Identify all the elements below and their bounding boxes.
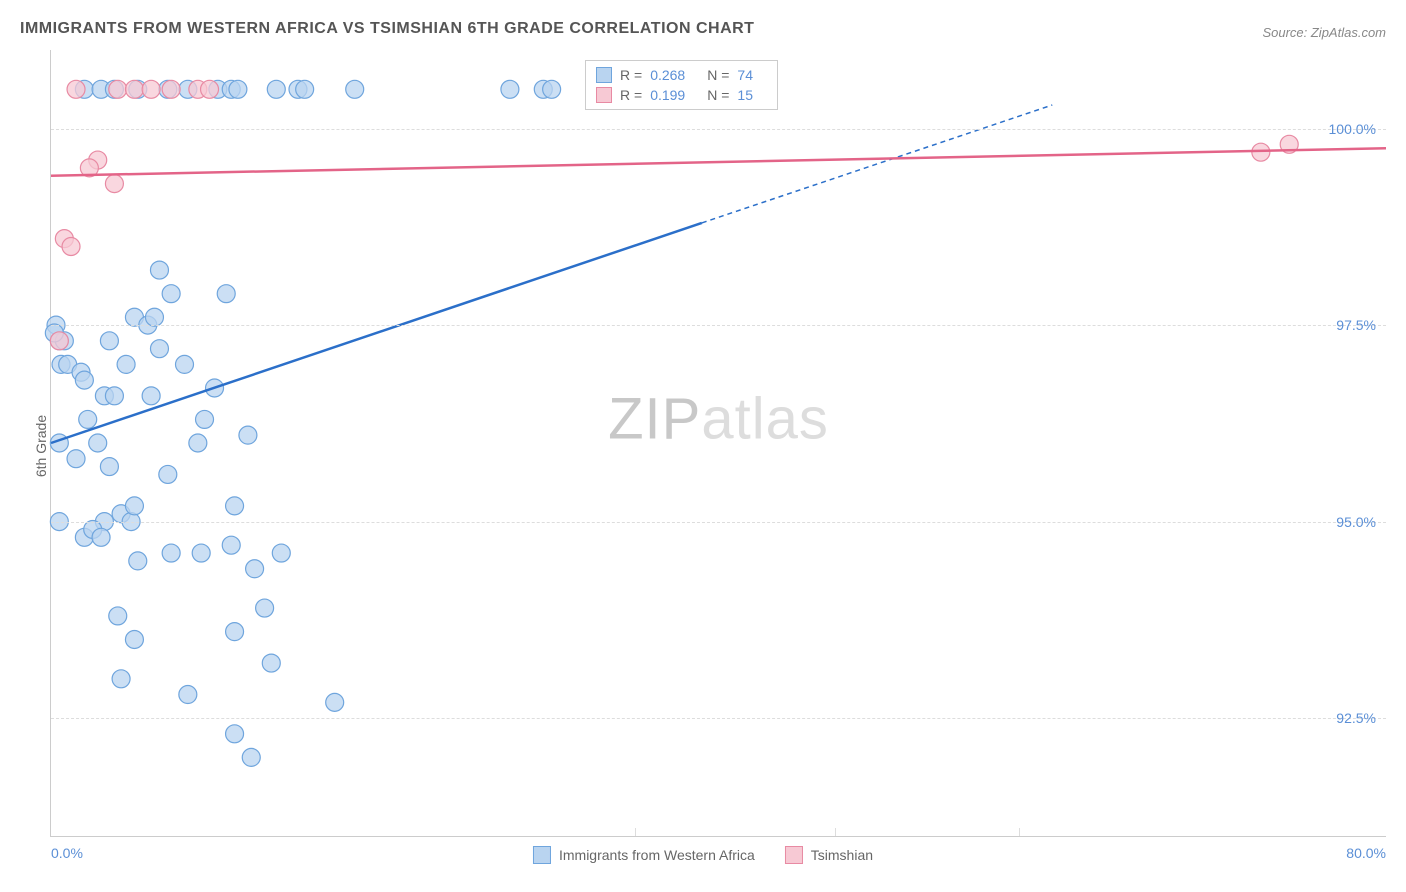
legend-label: Immigrants from Western Africa (559, 847, 755, 863)
data-point (501, 80, 519, 98)
data-point (226, 623, 244, 641)
data-point (242, 748, 260, 766)
data-point (226, 497, 244, 515)
grid-line-v (835, 828, 836, 836)
data-point (196, 410, 214, 428)
data-point (217, 285, 235, 303)
grid-line-h (51, 522, 1386, 523)
data-point (129, 552, 147, 570)
data-point (79, 410, 97, 428)
x-tick-label: 80.0% (1346, 845, 1386, 861)
data-point (62, 238, 80, 256)
data-point (326, 693, 344, 711)
grid-line-h (51, 129, 1386, 130)
data-point (272, 544, 290, 562)
y-tick-label: 92.5% (1336, 710, 1376, 726)
y-tick-label: 97.5% (1336, 317, 1376, 333)
chart-title: IMMIGRANTS FROM WESTERN AFRICA VS TSIMSH… (20, 20, 754, 38)
stats-n-label: N = (707, 87, 729, 103)
stats-legend-box: R = 0.268 N = 74 R = 0.199 N = 15 (585, 60, 778, 110)
legend-swatch (596, 67, 612, 83)
data-point (201, 80, 219, 98)
data-point (256, 599, 274, 617)
data-point (67, 80, 85, 98)
grid-line-v (635, 828, 636, 836)
stats-row: R = 0.199 N = 15 (596, 85, 767, 105)
data-point (145, 308, 163, 326)
data-point (105, 175, 123, 193)
data-point (89, 434, 107, 452)
legend-label: Tsimshian (811, 847, 873, 863)
bottom-legend: Immigrants from Western Africa Tsimshian (533, 846, 873, 864)
data-point (189, 434, 207, 452)
stats-n-value: 74 (737, 67, 753, 83)
data-point (162, 285, 180, 303)
source-attribution: Source: ZipAtlas.com (1262, 25, 1386, 40)
data-point (112, 670, 130, 688)
legend-item: Immigrants from Western Africa (533, 846, 755, 864)
data-point (229, 80, 247, 98)
trend-line (51, 148, 1386, 176)
stats-r-value: 0.199 (650, 87, 685, 103)
y-tick-label: 100.0% (1329, 121, 1376, 137)
legend-swatch (785, 846, 803, 864)
plot-area: ZIPatlas R =0.268N =74R =0.199N =15 92.5… (50, 50, 1386, 837)
data-point (162, 80, 180, 98)
x-tick-label: 0.0% (51, 845, 83, 861)
stats-n-label: N = (707, 67, 729, 83)
grid-line-h (51, 325, 1386, 326)
data-point (192, 544, 210, 562)
grid-line-v (1019, 828, 1020, 836)
data-point (226, 725, 244, 743)
data-point (142, 80, 160, 98)
data-point (150, 340, 168, 358)
data-point (125, 497, 143, 515)
data-point (105, 387, 123, 405)
legend-swatch (596, 87, 612, 103)
data-point (125, 80, 143, 98)
data-point (142, 387, 160, 405)
legend-item: Tsimshian (785, 846, 873, 864)
data-point (100, 458, 118, 476)
data-point (92, 528, 110, 546)
data-point (100, 332, 118, 350)
data-point (267, 80, 285, 98)
grid-line-h (51, 718, 1386, 719)
y-axis-label: 6th Grade (33, 415, 49, 477)
trend-line-dashed (702, 105, 1052, 223)
stats-n-value: 15 (737, 87, 753, 103)
stats-row: R = 0.268 N = 74 (596, 65, 767, 85)
data-point (75, 371, 93, 389)
data-point (543, 80, 561, 98)
data-point (262, 654, 280, 672)
data-point (50, 332, 68, 350)
data-point (176, 355, 194, 373)
legend-swatch (533, 846, 551, 864)
data-point (179, 686, 197, 704)
y-tick-label: 95.0% (1336, 514, 1376, 530)
stats-r-value: 0.268 (650, 67, 685, 83)
data-point (67, 450, 85, 468)
stats-r-label: R = (620, 67, 642, 83)
data-point (222, 536, 240, 554)
data-point (162, 544, 180, 562)
data-point (109, 607, 127, 625)
data-point (296, 80, 314, 98)
data-point (125, 631, 143, 649)
data-point (239, 426, 257, 444)
data-point (246, 560, 264, 578)
data-point (346, 80, 364, 98)
data-point (159, 465, 177, 483)
stats-r-label: R = (620, 87, 642, 103)
data-point (117, 355, 135, 373)
data-point (109, 80, 127, 98)
data-point (150, 261, 168, 279)
